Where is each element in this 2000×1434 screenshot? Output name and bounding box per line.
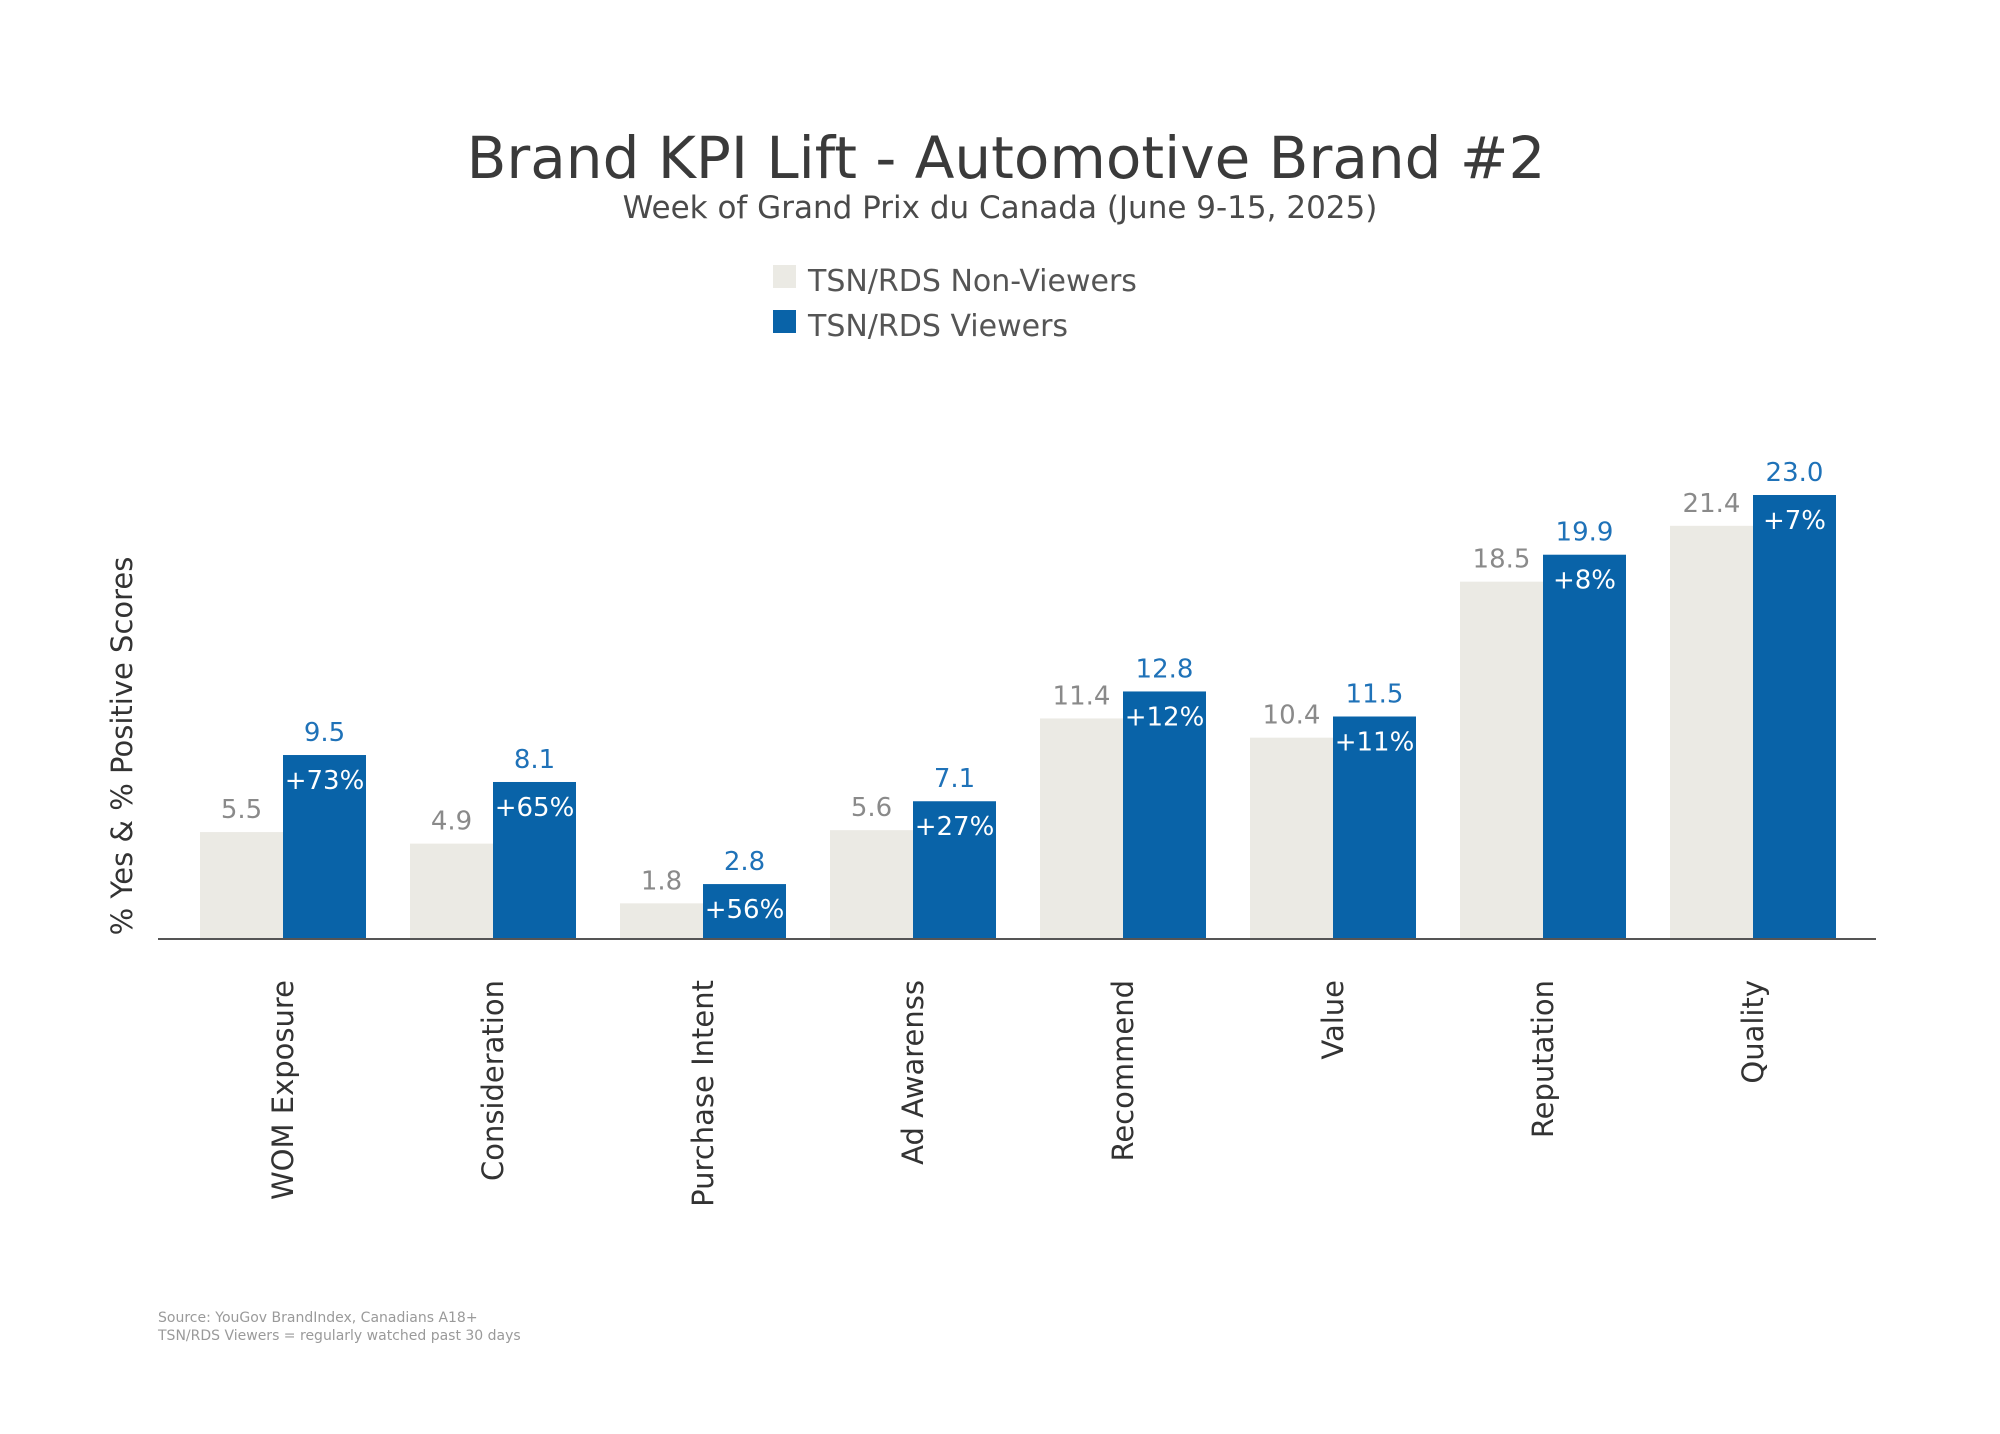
bar-non-viewers <box>1460 581 1543 938</box>
category-label: Ad Awarenss <box>896 980 930 1165</box>
bar-viewers <box>1543 554 1626 938</box>
legend-label-viewers: TSN/RDS Viewers <box>807 309 1068 344</box>
lift-label: +8% <box>1553 566 1616 596</box>
value-label-non-viewers: 11.4 <box>1053 681 1111 711</box>
bar-non-viewers <box>1250 737 1333 938</box>
bar-viewers <box>913 801 996 938</box>
bar-viewers <box>703 884 786 938</box>
value-label-viewers: 2.8 <box>724 847 765 877</box>
category-label: Value <box>1316 980 1350 1060</box>
value-label-viewers: 8.1 <box>514 745 555 775</box>
bar-non-viewers <box>830 830 913 938</box>
legend-swatch-viewers <box>773 310 796 333</box>
category-label: WOM Exposure <box>266 980 300 1200</box>
category-label: Reputation <box>1526 980 1560 1138</box>
legend-label-non-viewers: TSN/RDS Non-Viewers <box>807 264 1137 299</box>
category-label: Consideration <box>476 980 510 1181</box>
bar-viewers <box>1333 716 1416 938</box>
bar-viewers <box>493 781 576 938</box>
value-label-non-viewers: 21.4 <box>1683 489 1741 519</box>
bar-non-viewers <box>200 832 283 938</box>
lift-label: +73% <box>285 766 365 796</box>
value-label-non-viewers: 18.5 <box>1473 545 1531 575</box>
bar-non-viewers <box>1670 525 1753 938</box>
bars-group: 5.5 9.5 +73% 4.9 8.1 +65% 1.8 2.8 +56% 5.6 7.1 +27%… <box>200 458 1836 938</box>
category-label: Quality <box>1736 980 1770 1084</box>
bar-viewers <box>1123 691 1206 938</box>
value-label-viewers: 7.1 <box>934 764 975 794</box>
legend: TSN/RDS Non-Viewers TSN/RDS Viewers <box>773 264 1137 344</box>
value-label-viewers: 12.8 <box>1136 654 1194 684</box>
lift-label: +11% <box>1335 728 1415 758</box>
category-label: Purchase Intent <box>686 980 720 1207</box>
bar-viewers <box>283 755 366 938</box>
value-label-non-viewers: 5.6 <box>851 793 892 823</box>
footer-note: TSN/RDS Viewers = regularly watched past… <box>157 1328 521 1344</box>
value-label-viewers: 11.5 <box>1346 680 1404 710</box>
value-label-viewers: 19.9 <box>1556 518 1614 548</box>
y-axis-label: % Yes & % Positive Scores <box>105 557 139 936</box>
bar-non-viewers <box>410 843 493 938</box>
legend-swatch-non-viewers <box>773 265 796 288</box>
category-labels: WOM Exposure Consideration Purchase Intent… <box>266 980 1770 1207</box>
bar-viewers <box>1753 495 1836 938</box>
value-label-non-viewers: 10.4 <box>1263 701 1321 731</box>
value-label-non-viewers: 4.9 <box>431 807 472 837</box>
value-label-viewers: 9.5 <box>304 718 345 748</box>
value-label-viewers: 23.0 <box>1766 458 1824 488</box>
value-label-non-viewers: 5.5 <box>221 795 262 825</box>
lift-label: +7% <box>1763 506 1826 536</box>
value-label-non-viewers: 1.8 <box>641 866 682 896</box>
chart-subtitle: Week of Grand Prix du Canada (June 9-15,… <box>623 190 1378 226</box>
lift-label: +12% <box>1125 702 1205 732</box>
category-label: Recommend <box>1106 980 1140 1162</box>
bar-non-viewers <box>1040 718 1123 938</box>
chart-title: Brand KPI Lift - Automotive Brand #2 <box>467 124 1546 192</box>
lift-label: +65% <box>495 793 575 823</box>
footer-source: Source: YouGov BrandIndex, Canadians A18… <box>158 1310 478 1326</box>
lift-label: +56% <box>705 895 785 925</box>
lift-label: +27% <box>915 812 995 842</box>
bar-non-viewers <box>620 903 703 938</box>
